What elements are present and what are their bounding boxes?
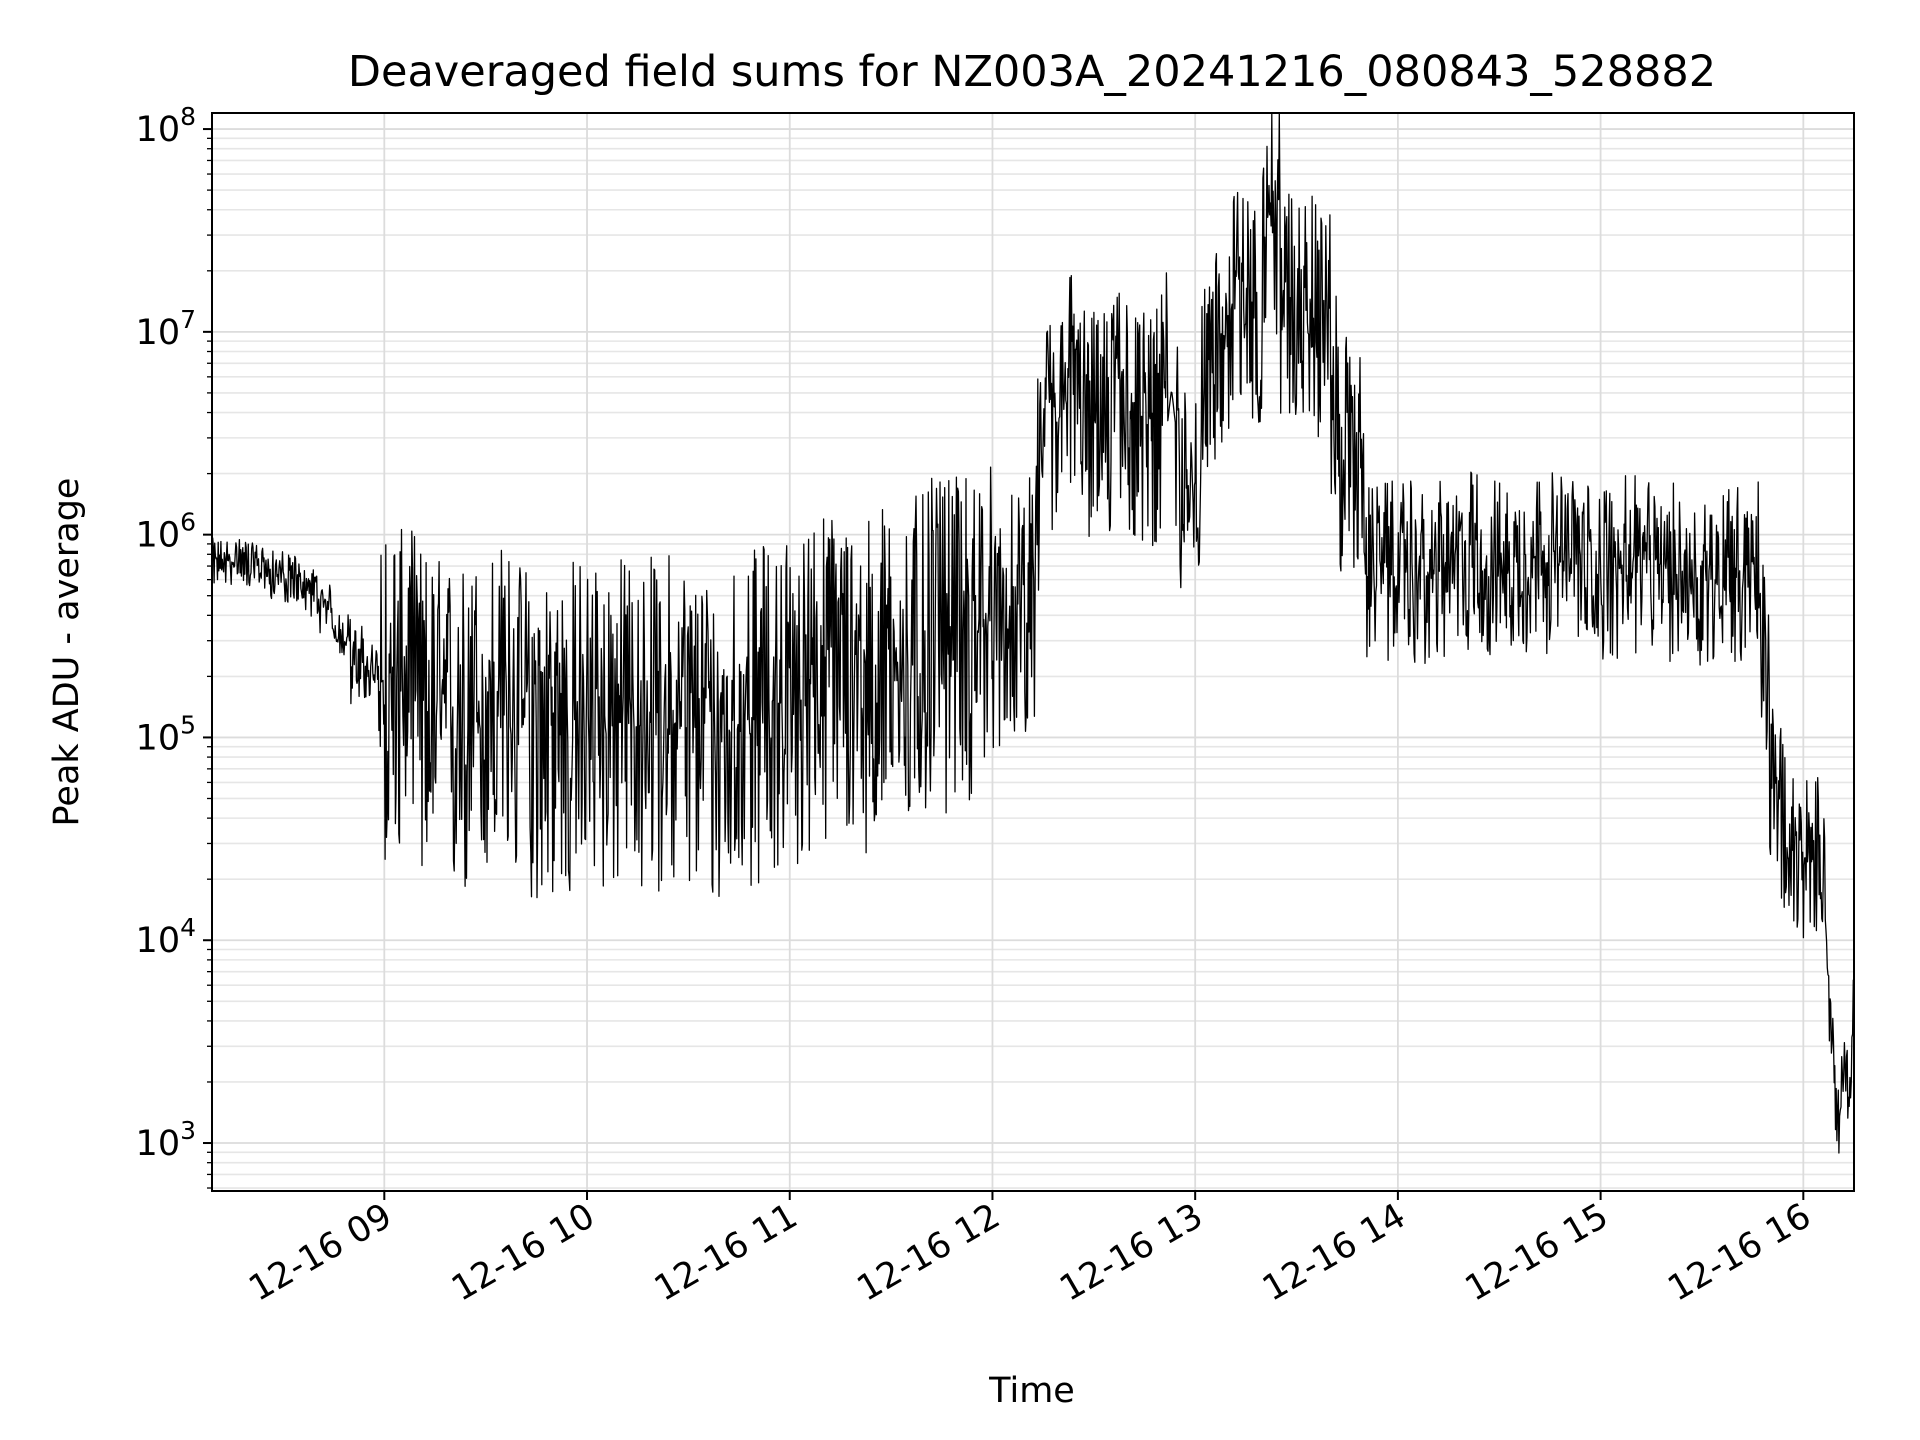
y-tick-label: 107 (136, 305, 196, 353)
series-line (211, 112, 1855, 1154)
chart-title: Deaveraged field sums for NZ003A_2024121… (348, 47, 1716, 97)
x-axis-label: Time (988, 1371, 1075, 1411)
plot-frame (211, 112, 1855, 1192)
y-axis-label: Peak ADU - average (47, 478, 87, 827)
y-tick-label: 103 (136, 1116, 196, 1164)
y-tick-label: 106 (136, 508, 196, 556)
y-tick-label: 108 (136, 102, 196, 150)
series-layer (211, 112, 1855, 1154)
y-tick-label: 105 (136, 710, 196, 758)
y-tick-label: 104 (136, 913, 196, 961)
grid (212, 113, 1854, 1191)
